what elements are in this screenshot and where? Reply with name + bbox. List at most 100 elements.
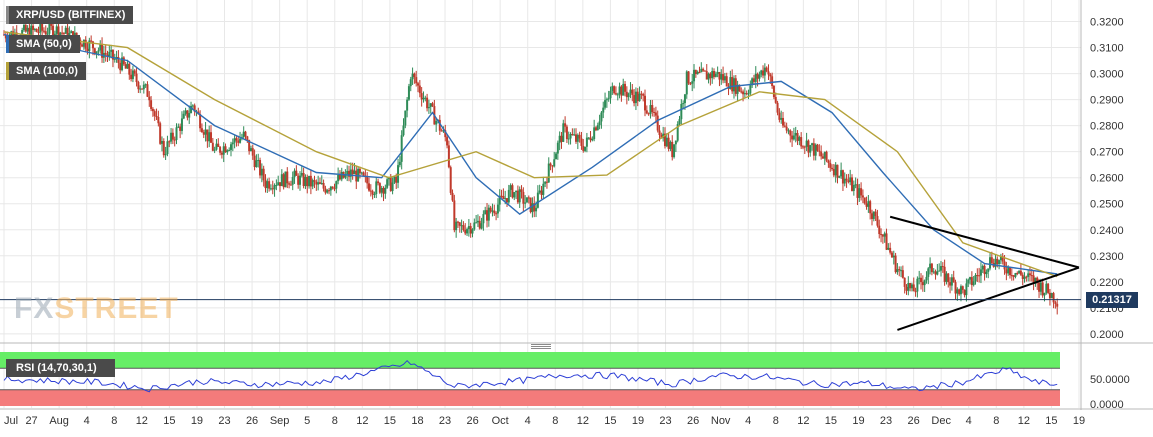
candle-body — [782, 117, 785, 126]
rsi-label: RSI (14,70,30,1) — [16, 362, 97, 374]
sma50-legend[interactable]: SMA (50,0) — [6, 35, 80, 53]
candle-body — [571, 134, 574, 136]
sma50-swatch — [6, 35, 9, 53]
candle-body — [874, 211, 877, 217]
candle-body — [949, 282, 952, 286]
candle-body — [386, 179, 389, 188]
candle-body — [558, 135, 561, 143]
candle-body — [751, 78, 754, 86]
sma100-legend[interactable]: SMA (100,0) — [6, 62, 86, 80]
candle-body — [667, 137, 670, 149]
candle-body — [640, 93, 643, 95]
candle-body — [711, 71, 714, 79]
candle-body — [277, 182, 280, 186]
candle-body — [1039, 282, 1042, 292]
candle-body — [1034, 277, 1037, 284]
candle-body — [820, 151, 823, 157]
pane-splitter-handle[interactable] — [531, 344, 551, 350]
candle-body — [400, 135, 403, 162]
candle-body — [898, 269, 901, 271]
candle-body — [338, 174, 341, 180]
candle-body — [382, 187, 385, 194]
y-tick-label: 0.2500 — [1090, 199, 1124, 211]
candle-body — [57, 26, 60, 39]
candle-body — [455, 221, 458, 231]
candle-body — [963, 289, 966, 296]
candle-body — [916, 278, 919, 292]
candle-body — [322, 182, 325, 189]
x-tick-label: 8 — [111, 415, 117, 427]
candle-body — [30, 25, 33, 39]
rsi-tick-label: 0.0000 — [1090, 399, 1124, 411]
candle-body — [687, 71, 690, 84]
candle-body — [934, 271, 937, 275]
candle-body — [348, 170, 351, 177]
candle-body — [887, 247, 890, 250]
x-tick-label: 23 — [659, 415, 671, 427]
candle-body — [943, 266, 946, 282]
candle-body — [736, 84, 739, 94]
candle-body — [970, 277, 973, 286]
candle-body — [1045, 283, 1048, 293]
candle-body — [974, 275, 977, 282]
candle-body — [994, 258, 997, 267]
candle-body — [838, 176, 841, 178]
candle-body — [861, 195, 864, 198]
candle-body — [633, 95, 636, 104]
y-tick-label: 0.2600 — [1090, 173, 1124, 185]
candle-body — [625, 91, 628, 98]
y-tick-label: 0.2700 — [1090, 147, 1124, 159]
candle-body — [796, 132, 799, 141]
candle-body — [987, 268, 990, 272]
candle-body — [511, 185, 514, 198]
candle-body — [533, 203, 536, 212]
candle-body — [397, 165, 400, 183]
candle-body — [113, 58, 116, 60]
candle-body — [446, 137, 449, 146]
candle-body — [264, 180, 267, 189]
candle-body — [642, 94, 645, 96]
candle-body — [291, 177, 294, 185]
candle-body — [467, 226, 470, 230]
candle-body — [344, 174, 347, 178]
x-tick-label: 12 — [1018, 415, 1030, 427]
x-tick-label: Aug — [49, 415, 69, 427]
candle-body — [907, 283, 910, 291]
candle-body — [88, 40, 91, 52]
candle-body — [162, 141, 165, 156]
candle-body — [37, 31, 40, 33]
candle-body — [362, 172, 365, 176]
candle-body — [716, 72, 719, 74]
x-tick-label: 15 — [825, 415, 837, 427]
x-tick-label: 19 — [1073, 415, 1085, 427]
candle-body — [226, 150, 229, 153]
candle-body — [222, 146, 225, 155]
candle-body — [580, 138, 583, 146]
candle-body — [157, 116, 160, 124]
x-tick-label: 8 — [332, 415, 338, 427]
candle-body — [958, 289, 961, 295]
candle-body — [881, 234, 884, 237]
candle-body — [794, 132, 797, 136]
candle-body — [605, 99, 608, 101]
candle-body — [702, 68, 705, 71]
candle-body — [947, 273, 950, 283]
candle-body — [731, 77, 734, 92]
candle-body — [184, 110, 187, 114]
candle-body — [111, 49, 114, 60]
candle-body — [371, 191, 374, 195]
candle-body — [444, 130, 447, 138]
candle-body — [4, 34, 7, 39]
candle-body — [456, 221, 459, 223]
rsi-legend[interactable]: RSI (14,70,30,1) — [6, 359, 115, 377]
x-tick-label: 19 — [632, 415, 644, 427]
x-tick-label: 26 — [466, 415, 478, 427]
candle-body — [235, 138, 238, 141]
candle-body — [527, 197, 530, 199]
candle-body — [28, 27, 31, 39]
y-tick-label: 0.2900 — [1090, 95, 1124, 107]
candle-body — [486, 210, 489, 221]
sma100-label: SMA (100,0) — [16, 65, 78, 77]
